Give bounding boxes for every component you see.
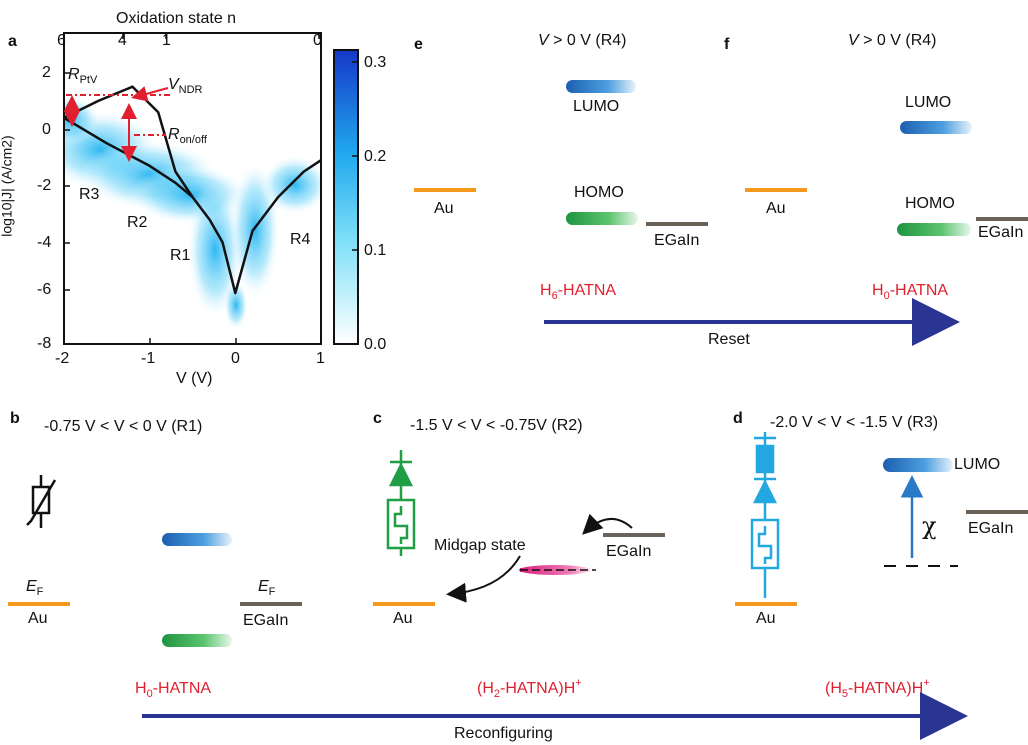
egain-label: EGaIn — [978, 224, 1024, 241]
panel-label-f: f — [724, 36, 730, 53]
x-tick: 1 — [316, 350, 325, 367]
region-label: R1 — [170, 247, 191, 264]
lumo-level — [883, 458, 953, 472]
chi-label: χ — [922, 512, 937, 540]
x-tick: -1 — [141, 350, 156, 367]
vndr-label: VNDR — [168, 76, 203, 96]
au-label: Au — [393, 610, 413, 627]
homo-label: HOMO — [574, 184, 624, 201]
h0-hatna-label: H0-HATNA — [135, 680, 212, 700]
annotations — [64, 86, 170, 162]
au-electrode — [735, 602, 797, 606]
x-tick: -2 — [55, 350, 70, 367]
axis-ticks — [63, 33, 322, 345]
top-tick: 0 — [313, 32, 322, 49]
homo-level — [162, 634, 232, 647]
lumo-level — [900, 121, 972, 134]
y-tick: -2 — [37, 177, 52, 194]
colorbar-tick: 0.2 — [364, 148, 387, 165]
egain-electrode — [646, 222, 708, 226]
heatmap — [64, 95, 321, 330]
fermi-label: EF — [26, 578, 44, 598]
condition-text: V > 0 V (R4) — [538, 32, 627, 49]
top-axis-title: Oxidation state n — [116, 10, 237, 27]
reset-label: Reset — [708, 331, 750, 348]
fermi-label: EF — [258, 578, 276, 598]
region-label: R2 — [127, 214, 148, 231]
panel-label-a: a — [8, 33, 17, 50]
condition-text: -1.5 V < V < -0.75V (R2) — [410, 417, 583, 434]
panel-label-c: c — [373, 410, 382, 427]
y-tick: 0 — [42, 121, 51, 138]
reconfiguring-label: Reconfiguring — [454, 725, 553, 742]
h5-hatna-label: (H5-HATNA)H+ — [825, 677, 930, 700]
lumo-level — [566, 80, 636, 93]
au-electrode — [8, 602, 70, 606]
au-electrode — [373, 602, 435, 606]
panel-label-d: d — [733, 410, 743, 427]
au-label: Au — [28, 610, 48, 627]
ronoff-label: Ron/off — [168, 126, 207, 146]
diode-device-icon — [386, 450, 416, 556]
region-label: R3 — [79, 186, 100, 203]
y-axis-title: log10|J| (A/cm2) — [0, 135, 15, 237]
y-tick: -6 — [37, 281, 52, 298]
lumo-label: LUMO — [954, 456, 1001, 473]
egain-electrode — [603, 533, 665, 537]
region-label: R4 — [290, 231, 311, 248]
condition-text: -2.0 V < V < -1.5 V (R3) — [770, 414, 939, 431]
au-electrode — [414, 188, 476, 192]
condition-text: V > 0 V (R4) — [848, 32, 937, 49]
colorbar — [333, 49, 359, 345]
lumo-level — [162, 533, 232, 546]
iv-curve-series-2 — [63, 116, 194, 198]
au-label: Au — [756, 610, 776, 627]
colorbar-tick: 0.1 — [364, 242, 387, 259]
egain-label: EGaIn — [654, 232, 700, 249]
colorbar-tick: 0.0 — [364, 336, 387, 353]
h0-hatna-label: H0-HATNA — [872, 282, 949, 302]
x-axis-title: V (V) — [176, 370, 213, 387]
y-tick: -4 — [37, 234, 52, 251]
homo-label: HOMO — [905, 195, 955, 212]
plot-frame — [63, 32, 322, 345]
egain-electrode — [976, 217, 1028, 221]
tunnel-arrow — [446, 555, 521, 603]
lumo-label: LUMO — [573, 98, 620, 115]
lumo-label: LUMO — [905, 94, 952, 111]
egain-label: EGaIn — [968, 520, 1014, 537]
top-tick: 6 — [57, 32, 66, 49]
egain-electrode — [966, 510, 1028, 514]
y-tick: 2 — [42, 64, 51, 81]
au-label: Au — [766, 200, 786, 217]
varistor-icon — [26, 475, 57, 528]
rptv-label: RPtV — [68, 66, 98, 86]
homo-level — [566, 212, 638, 225]
h2-hatna-label: (H2-HATNA)H+ — [477, 677, 582, 700]
panel-label-b: b — [10, 410, 20, 427]
egain-electrode — [240, 602, 302, 606]
au-label: Au — [434, 200, 454, 217]
midgap-label: Midgap state — [434, 537, 526, 554]
colorbar-tick: 0.3 — [364, 54, 387, 71]
egain-label: EGaIn — [606, 543, 652, 560]
tunnel-arrow — [582, 513, 633, 535]
top-tick: 4 — [118, 32, 127, 49]
top-tick: 1 — [162, 32, 171, 49]
egain-label: EGaIn — [243, 612, 289, 629]
x-tick: 0 — [231, 350, 240, 367]
h6-hatna-label: H6-HATNA — [540, 282, 617, 302]
au-electrode — [745, 188, 807, 192]
condition-text: -0.75 V < V < 0 V (R1) — [44, 418, 203, 435]
homo-level — [897, 223, 971, 236]
y-tick: -8 — [37, 335, 52, 352]
resistor-diode-icon — [750, 432, 780, 598]
panel-label-e: e — [414, 36, 423, 53]
